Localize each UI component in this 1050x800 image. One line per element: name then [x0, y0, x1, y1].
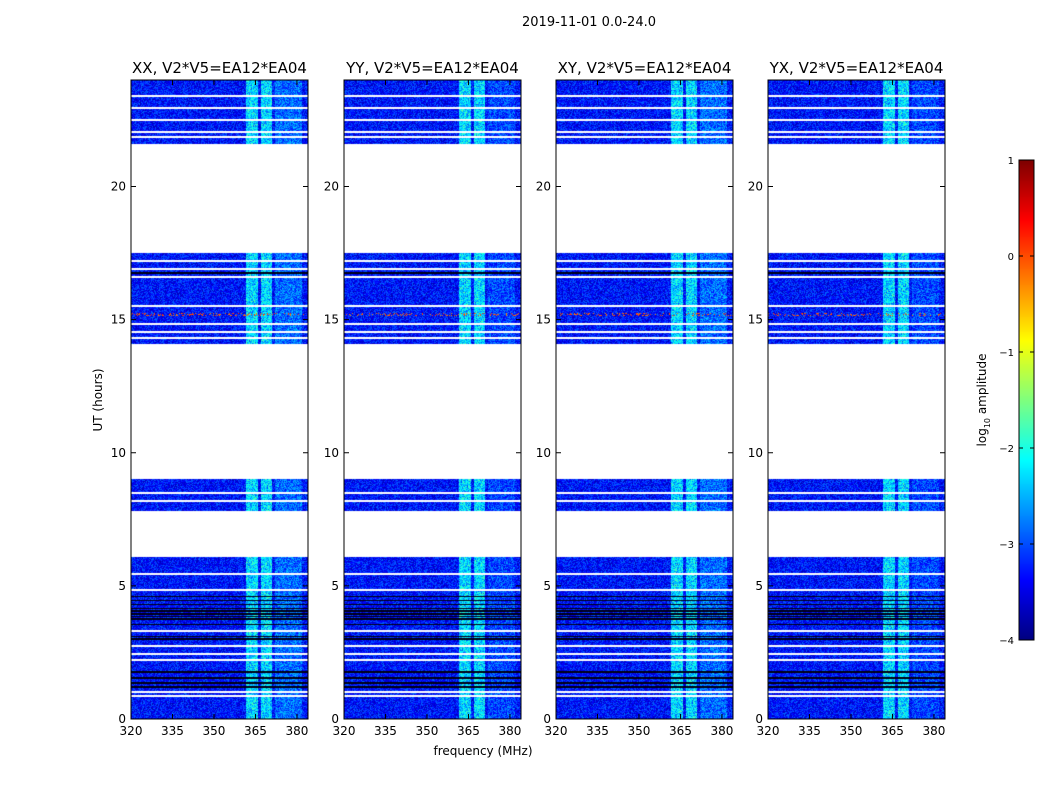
y-tick-label: 10: [748, 446, 763, 460]
x-tick-label: 335: [374, 724, 397, 738]
colorbar-tick-label: −2: [999, 444, 1014, 455]
x-tick-label: 335: [161, 724, 184, 738]
y-tick-label: 15: [748, 313, 763, 327]
y-tick-label: 5: [543, 579, 551, 593]
panel-title: YY, V2*V5=EA12*EA04: [345, 59, 519, 77]
x-tick-label: 365: [881, 724, 904, 738]
colorbar-tick-label: 0: [1008, 252, 1014, 263]
colorbar-tick-label: 1: [1008, 156, 1014, 167]
y-tick-label: 15: [324, 313, 339, 327]
x-tick-label: 320: [757, 724, 780, 738]
y-tick-label: 5: [118, 579, 126, 593]
x-axis-label: frequency (MHz): [433, 744, 532, 758]
panel-frame: [343, 79, 522, 720]
y-tick-label: 20: [111, 180, 126, 194]
x-tick-label: 365: [244, 724, 267, 738]
x-tick-label: 365: [669, 724, 692, 738]
y-tick-label: 0: [543, 712, 551, 726]
colorbar-tick-label: −4: [999, 636, 1014, 647]
y-axis-label: UT (hours): [91, 368, 105, 431]
colorbar-label: log10 amplitude: [975, 354, 992, 447]
colorbar-tick-label: −1: [999, 348, 1014, 359]
panel-1: XX, V2*V5=EA12*EA04 320 335 350 365 380 0 5 10 15…: [111, 59, 309, 738]
colorbar-frame: [1018, 159, 1035, 641]
x-tick-label: 350: [416, 724, 439, 738]
colorbar: 1 0 −1 −2 −3 −4: [999, 156, 1035, 647]
y-tick-label: 0: [331, 712, 339, 726]
x-tick-label: 380: [285, 724, 308, 738]
x-tick-label: 350: [203, 724, 226, 738]
x-tick-label: 335: [798, 724, 821, 738]
panel-title: XX, V2*V5=EA12*EA04: [132, 59, 307, 77]
y-tick-label: 10: [536, 446, 551, 460]
x-tick-label: 320: [545, 724, 568, 738]
panel-3: XY, V2*V5=EA12*EA04 320 335 350 365 380 0 5 10 15…: [536, 59, 734, 738]
x-tick-label: 350: [840, 724, 863, 738]
y-tick-label: 0: [755, 712, 763, 726]
x-tick-label: 350: [628, 724, 651, 738]
panel-frame: [130, 79, 309, 720]
x-tick-label: 380: [922, 724, 945, 738]
colorbar-label-rest: amplitude: [975, 354, 989, 418]
x-tick-label: 320: [333, 724, 356, 738]
y-tick-label: 15: [536, 313, 551, 327]
colorbar-label-sub: 10: [983, 418, 992, 428]
y-tick-label: 10: [111, 446, 126, 460]
y-tick-label: 10: [324, 446, 339, 460]
x-tick-label: 380: [498, 724, 521, 738]
panel-frame: [555, 79, 734, 720]
colorbar-label-main: log: [975, 428, 989, 446]
y-tick-label: 20: [324, 180, 339, 194]
panel-frame: [767, 79, 946, 720]
y-tick-label: 5: [331, 579, 339, 593]
y-tick-label: 20: [536, 180, 551, 194]
colorbar-tick-label: −3: [999, 540, 1014, 551]
panel-2: YY, V2*V5=EA12*EA04 320 335 350 365 380 0 5 10 15…: [324, 59, 522, 738]
figure-title: 2019-11-01 0.0-24.0: [522, 15, 656, 30]
y-tick-label: 5: [755, 579, 763, 593]
x-tick-label: 320: [120, 724, 143, 738]
y-tick-label: 15: [111, 313, 126, 327]
y-tick-label: 0: [118, 712, 126, 726]
x-tick-label: 365: [457, 724, 480, 738]
x-tick-label: 335: [586, 724, 609, 738]
x-tick-label: 380: [710, 724, 733, 738]
panel-title: YX, V2*V5=EA12*EA04: [769, 59, 944, 77]
panel-4: YX, V2*V5=EA12*EA04 320 335 350 365 380 0 5 10 15…: [748, 59, 946, 738]
y-tick-label: 20: [748, 180, 763, 194]
panel-title: XY, V2*V5=EA12*EA04: [558, 59, 732, 77]
